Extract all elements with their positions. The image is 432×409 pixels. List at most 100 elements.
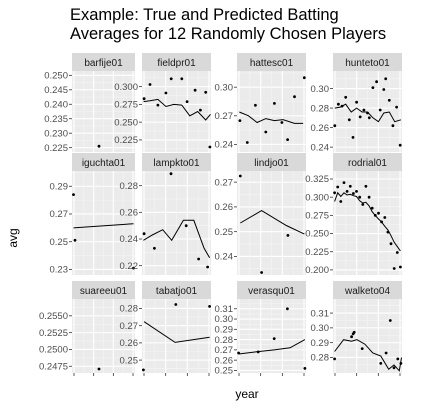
facet-panel-hattesc01: hattesc01 0.30 0.27 0.24 bbox=[215, 53, 306, 152]
data-point bbox=[379, 362, 383, 365]
predicted-line bbox=[239, 111, 304, 124]
y-tick-label: 0.27 bbox=[215, 345, 234, 356]
data-point bbox=[345, 190, 349, 193]
data-point bbox=[156, 103, 160, 107]
y-tick-label: 0.26 bbox=[120, 338, 139, 349]
data-point bbox=[293, 95, 296, 99]
facet-strip bbox=[72, 153, 135, 171]
predicted-line bbox=[73, 223, 134, 229]
facet-strip bbox=[142, 53, 211, 71]
data-point bbox=[370, 206, 374, 210]
y-tick-label: 0.250 bbox=[44, 71, 68, 82]
facet-strip-label: barfije01 bbox=[84, 58, 123, 69]
data-point bbox=[342, 181, 346, 185]
predicted-line bbox=[238, 339, 306, 355]
data-point bbox=[340, 104, 344, 108]
data-point bbox=[339, 200, 343, 203]
data-point bbox=[336, 185, 340, 189]
y-tick-label: 0.225 bbox=[114, 135, 138, 146]
y-tick-label: 0.25 bbox=[120, 355, 139, 366]
facet-strip bbox=[237, 153, 306, 171]
y-tick-label: 0.250 bbox=[114, 117, 138, 128]
y-tick-label: 0.200 bbox=[305, 265, 329, 276]
data-point bbox=[204, 90, 208, 94]
predicted-line bbox=[334, 339, 402, 372]
y-tick-label: 0.325 bbox=[305, 174, 329, 185]
data-point bbox=[399, 265, 402, 269]
y-tick-label: 0.27 bbox=[215, 111, 234, 122]
facet-panel-barfije01: barfije01 0.250 0.245 0.240 0.235 0.230 0.225 bbox=[44, 53, 135, 154]
data-point bbox=[355, 100, 358, 104]
data-point bbox=[97, 367, 101, 371]
facet-panel-tabatjo01: tabatjo01 0.28 0.27 0.26 0.25 bbox=[120, 281, 212, 376]
data-point bbox=[388, 319, 392, 322]
data-point bbox=[193, 88, 197, 92]
data-point bbox=[366, 111, 369, 115]
data-point bbox=[351, 136, 355, 139]
data-point bbox=[386, 230, 390, 234]
facet-strip-label: lampkto01 bbox=[153, 158, 200, 169]
data-point bbox=[197, 257, 201, 261]
data-point bbox=[272, 337, 276, 340]
data-point bbox=[73, 238, 77, 242]
data-point bbox=[264, 130, 268, 134]
data-point bbox=[378, 108, 382, 112]
y-tick-label: 0.24 bbox=[311, 142, 330, 153]
facet-strip bbox=[333, 53, 402, 71]
data-point bbox=[358, 195, 362, 199]
data-point bbox=[238, 174, 242, 178]
data-point bbox=[382, 88, 386, 91]
facet-panel-lampkto01: lampkto01 0.28 0.26 0.24 0.22 bbox=[120, 153, 211, 275]
facet-strip-label: fieldpr01 bbox=[157, 58, 196, 69]
data-point bbox=[387, 98, 391, 102]
facet-panel-lindjo01: lindjo01 0.27 0.26 0.25 0.24 bbox=[215, 153, 306, 275]
facet-strip-label: verasqu01 bbox=[248, 286, 295, 297]
y-tick-label: 0.28 bbox=[311, 103, 330, 114]
data-point bbox=[142, 97, 146, 101]
data-point bbox=[389, 242, 393, 246]
data-point bbox=[383, 216, 387, 219]
facet-panel-fieldpr01: fieldpr01 0.300 0.275 0.250 0.225 bbox=[114, 53, 212, 152]
facet-strip bbox=[333, 281, 402, 299]
y-tick-label: 0.30 bbox=[311, 84, 330, 95]
facet-strip bbox=[333, 153, 402, 171]
data-point bbox=[352, 330, 356, 334]
data-point bbox=[344, 95, 348, 99]
y-tick-label: 0.29 bbox=[311, 338, 330, 349]
data-point bbox=[286, 307, 289, 311]
data-point bbox=[360, 347, 364, 350]
data-point bbox=[245, 141, 249, 144]
data-point bbox=[260, 271, 263, 274]
y-tick-label: 0.23 bbox=[50, 265, 69, 276]
data-point bbox=[132, 266, 135, 270]
y-tick-label: 0.2525 bbox=[39, 328, 68, 339]
data-point bbox=[256, 350, 260, 354]
y-tick-label: 0.28 bbox=[120, 181, 139, 192]
y-axis-title: avg bbox=[6, 228, 20, 247]
facet-strip bbox=[72, 53, 135, 71]
data-point bbox=[97, 144, 101, 148]
data-point bbox=[377, 211, 380, 215]
data-point bbox=[392, 267, 396, 270]
data-point bbox=[367, 116, 371, 120]
data-point bbox=[148, 83, 152, 86]
predicted-line bbox=[334, 191, 401, 252]
data-point bbox=[384, 351, 388, 355]
facet-strip bbox=[237, 281, 306, 299]
data-point bbox=[238, 119, 242, 122]
data-point bbox=[355, 190, 358, 193]
data-point bbox=[174, 303, 178, 306]
y-tick-label: 0.31 bbox=[215, 304, 234, 315]
facet-strip bbox=[72, 281, 135, 299]
data-point bbox=[286, 138, 289, 142]
data-point bbox=[169, 77, 173, 81]
facet-strip bbox=[142, 153, 211, 171]
y-tick-label: 0.26 bbox=[311, 123, 330, 134]
y-tick-label: 0.25 bbox=[215, 366, 234, 377]
y-tick-label: 0.2475 bbox=[39, 361, 68, 372]
y-tick-label: 0.250 bbox=[305, 229, 329, 240]
y-tick-label: 0.25 bbox=[215, 227, 234, 238]
data-point bbox=[254, 103, 257, 107]
data-point bbox=[399, 362, 403, 365]
data-point bbox=[362, 108, 366, 112]
